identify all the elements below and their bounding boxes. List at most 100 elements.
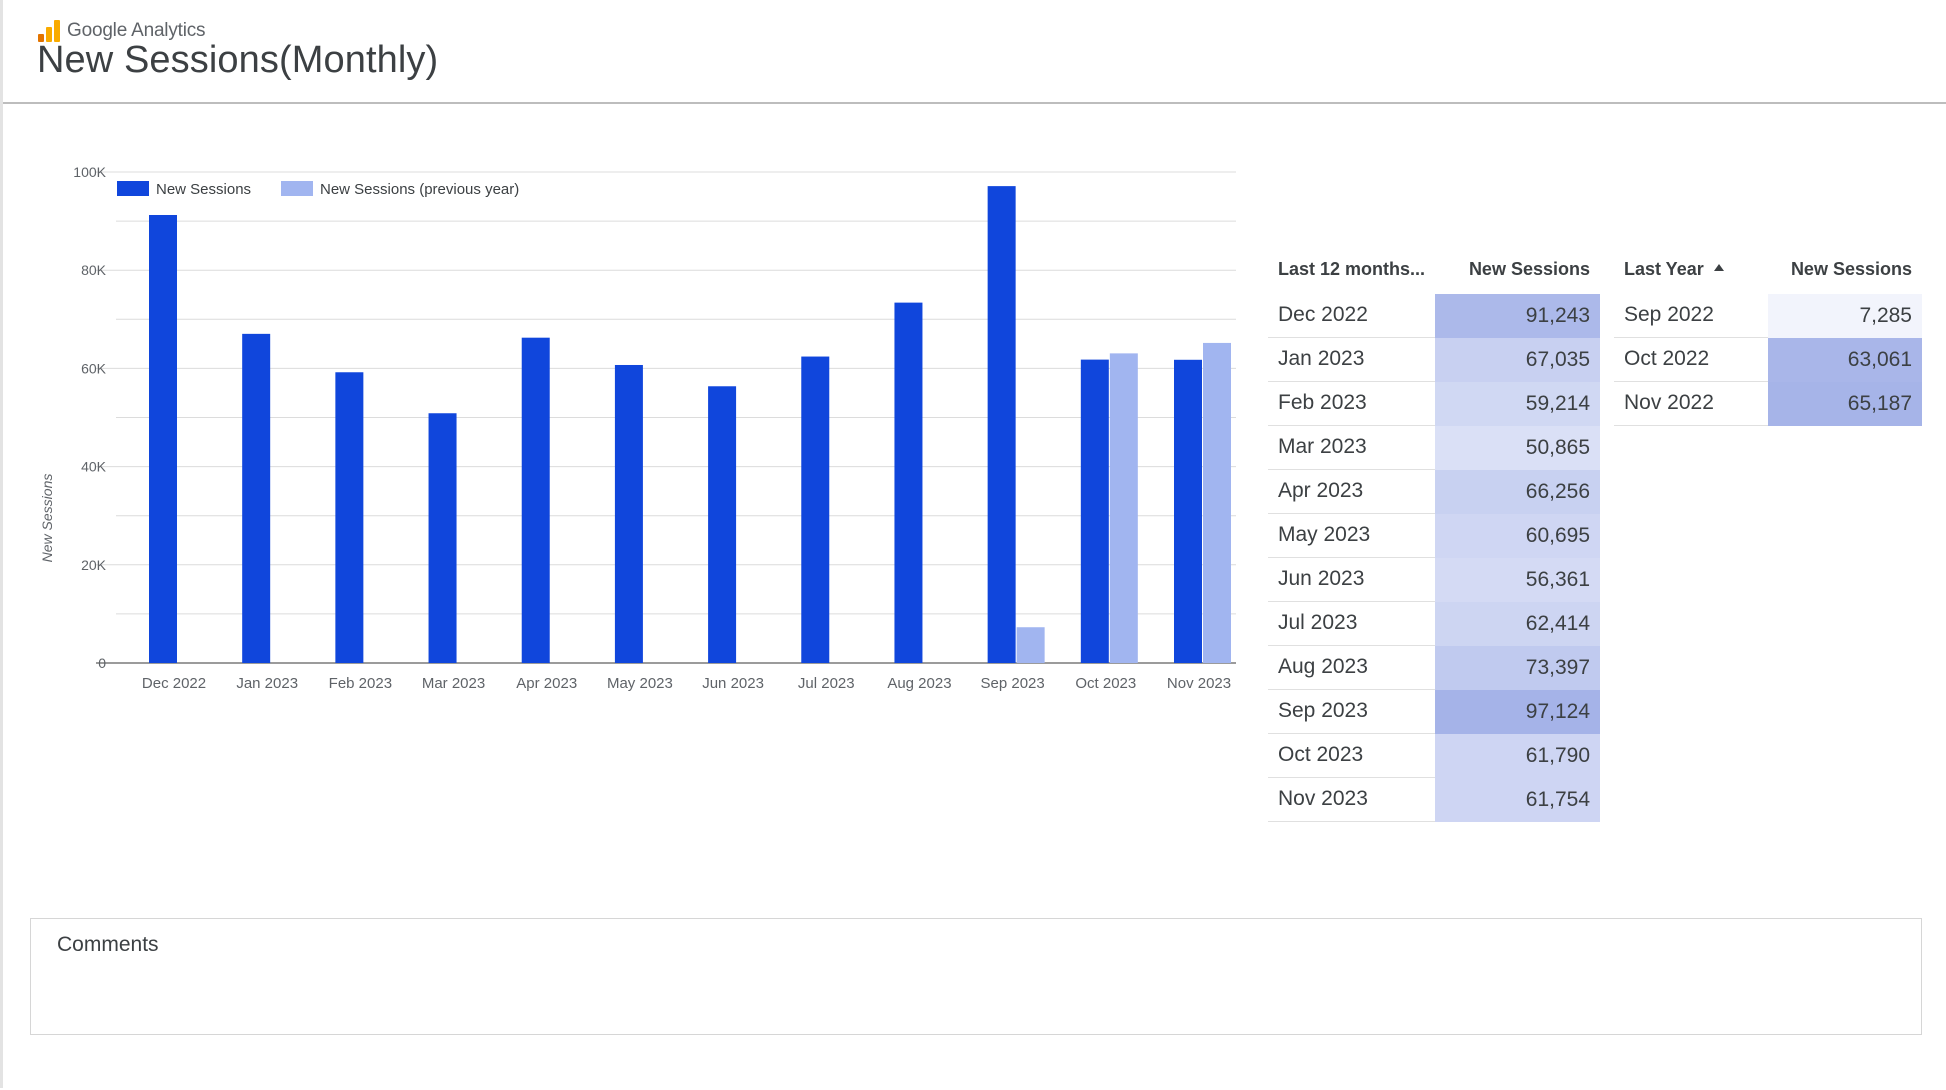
month-cell: Dec 2022 — [1278, 303, 1368, 326]
x-tick-label: Jul 2023 — [798, 675, 855, 692]
x-tick-label: May 2023 — [607, 675, 673, 692]
comments-box[interactable]: Comments — [30, 918, 1922, 1035]
report-header: Google Analytics New Sessions(Monthly) — [3, 0, 1946, 104]
new-sessions-cell: 60,695 — [1435, 514, 1600, 558]
bar-new-sessions[interactable] — [894, 302, 923, 663]
y-axis-ticks: 0 20K 40K 60K 80K 100K — [73, 164, 106, 671]
month-cell: Oct 2023 — [1278, 743, 1364, 766]
last-year-table[interactable]: Last Year New Sessions Sep 2022 7,285 Oct … — [1614, 250, 1922, 426]
month-cell: Aug 2023 — [1278, 655, 1368, 678]
brand-name: Google Analytics — [67, 20, 206, 41]
new-sessions-cell: 67,035 — [1435, 338, 1600, 382]
month-cell: Nov 2022 — [1624, 391, 1714, 414]
x-tick-label: Aug 2023 — [887, 675, 951, 692]
brand: Google Analytics — [37, 18, 206, 44]
table-row[interactable]: Sep 2023 97,124 — [1268, 690, 1600, 734]
x-tick-label: Feb 2023 — [329, 675, 392, 692]
new-sessions-cell: 62,414 — [1435, 602, 1600, 646]
table-row[interactable]: Feb 2023 59,214 — [1268, 382, 1600, 426]
month-cell: Feb 2023 — [1278, 391, 1367, 414]
bar-new-sessions[interactable] — [708, 386, 737, 663]
chart-canvas: New Sessions New Sessions (previous year)… — [39, 164, 1236, 692]
month-cell: Mar 2023 — [1278, 435, 1367, 458]
legend-label[interactable]: New Sessions — [156, 181, 251, 198]
table-row[interactable]: Jun 2023 56,361 — [1268, 558, 1600, 602]
bar-new-sessions[interactable] — [149, 214, 177, 663]
table-row[interactable]: Nov 2023 61,754 — [1268, 778, 1600, 822]
bar-new-sessions[interactable] — [801, 356, 830, 663]
x-tick-label: Jan 2023 — [236, 675, 298, 692]
bar-new-sessions[interactable] — [428, 413, 457, 663]
chart-bars[interactable] — [149, 186, 1231, 663]
column-header-new-sessions[interactable]: New Sessions — [1468, 259, 1590, 279]
month-cell: Sep 2023 — [1278, 699, 1368, 722]
chart-legend[interactable]: New Sessions New Sessions (previous year) — [117, 181, 519, 198]
bar-new-sessions-previous-year[interactable] — [1016, 627, 1045, 663]
new-sessions-cell: 50,865 — [1435, 426, 1600, 470]
last-12-months-table[interactable]: Last 12 months... New Sessions Dec 2022 9… — [1268, 250, 1600, 822]
x-tick-label: Oct 2023 — [1075, 675, 1136, 692]
bar-new-sessions[interactable] — [521, 337, 550, 663]
table-row[interactable]: Dec 2022 91,243 — [1268, 294, 1600, 338]
bar-new-sessions-previous-year[interactable] — [1109, 353, 1138, 663]
table-body: Sep 2022 7,285 Oct 2022 63,061 Nov 2022 65,18… — [1614, 294, 1922, 426]
x-tick-label: Jun 2023 — [702, 675, 764, 692]
month-cell: Jun 2023 — [1278, 567, 1365, 590]
y-tick-label: 100K — [73, 164, 106, 180]
legend-swatch — [117, 181, 149, 196]
month-cell: Nov 2023 — [1278, 787, 1368, 810]
new-sessions-cell: 7,285 — [1768, 294, 1922, 338]
x-tick-label: Nov 2023 — [1167, 675, 1231, 692]
x-axis-ticks: Dec 2022 Jan 2023 Feb 2023 Mar 2023 Apr 2023… — [142, 675, 1231, 692]
table-header-row: Last Year New Sessions — [1614, 250, 1922, 294]
table-row[interactable]: Jan 2023 67,035 — [1268, 338, 1600, 382]
y-tick-label: 80K — [81, 262, 107, 278]
bar-new-sessions[interactable] — [1174, 359, 1202, 663]
new-sessions-cell: 66,256 — [1435, 470, 1600, 514]
table-row[interactable]: Nov 2022 65,187 — [1614, 382, 1922, 426]
new-sessions-cell: 65,187 — [1768, 382, 1922, 426]
table-row[interactable]: Oct 2023 61,790 — [1268, 734, 1600, 778]
month-cell: Jul 2023 — [1278, 611, 1358, 634]
chart-gridlines — [96, 171, 1236, 664]
table-row[interactable]: Aug 2023 73,397 — [1268, 646, 1600, 690]
table-row[interactable]: May 2023 60,695 — [1268, 514, 1600, 558]
bar-new-sessions[interactable] — [1080, 359, 1109, 663]
month-cell: Sep 2022 — [1624, 303, 1714, 326]
new-sessions-cell: 73,397 — [1435, 646, 1600, 690]
table-row[interactable]: Jul 2023 62,414 — [1268, 602, 1600, 646]
sort-ascending-icon[interactable] — [1713, 264, 1724, 271]
legend-label[interactable]: New Sessions (previous year) — [320, 181, 519, 198]
bar-new-sessions[interactable] — [242, 333, 271, 663]
new-sessions-bar-chart[interactable]: New Sessions New Sessions (previous year)… — [28, 160, 1248, 860]
table-row[interactable]: Apr 2023 66,256 — [1268, 470, 1600, 514]
y-tick-label: 0 — [98, 655, 106, 671]
comments-label: Comments — [57, 933, 159, 956]
x-tick-label: Mar 2023 — [422, 675, 485, 692]
y-tick-label: 60K — [81, 360, 107, 376]
google-analytics-logo-icon — [38, 20, 60, 42]
new-sessions-cell: 91,243 — [1435, 294, 1600, 338]
column-header-new-sessions[interactable]: New Sessions — [1790, 259, 1912, 279]
table-row[interactable]: Oct 2022 63,061 — [1614, 338, 1922, 382]
new-sessions-cell: 56,361 — [1435, 558, 1600, 602]
table-row[interactable]: Sep 2022 7,285 — [1614, 294, 1922, 338]
legend-swatch — [281, 181, 313, 196]
column-header-month[interactable]: Last Year — [1624, 259, 1724, 280]
bar-new-sessions[interactable] — [335, 372, 364, 663]
bar-new-sessions[interactable] — [987, 186, 1016, 663]
bar-new-sessions-previous-year[interactable] — [1203, 342, 1231, 663]
page-title: New Sessions(Monthly) — [37, 39, 439, 81]
table-header-row: Last 12 months... New Sessions — [1268, 250, 1600, 294]
column-header-month[interactable]: Last 12 months... — [1278, 259, 1426, 279]
table-row[interactable]: Mar 2023 50,865 — [1268, 426, 1600, 470]
new-sessions-cell: 61,754 — [1435, 778, 1600, 822]
new-sessions-cell: 59,214 — [1435, 382, 1600, 426]
month-cell: May 2023 — [1278, 523, 1371, 546]
x-tick-label: Sep 2023 — [981, 675, 1045, 692]
x-tick-label: Apr 2023 — [516, 675, 577, 692]
y-axis-label: New Sessions — [39, 474, 55, 563]
bar-new-sessions[interactable] — [614, 364, 643, 663]
month-cell: Oct 2022 — [1624, 347, 1710, 370]
